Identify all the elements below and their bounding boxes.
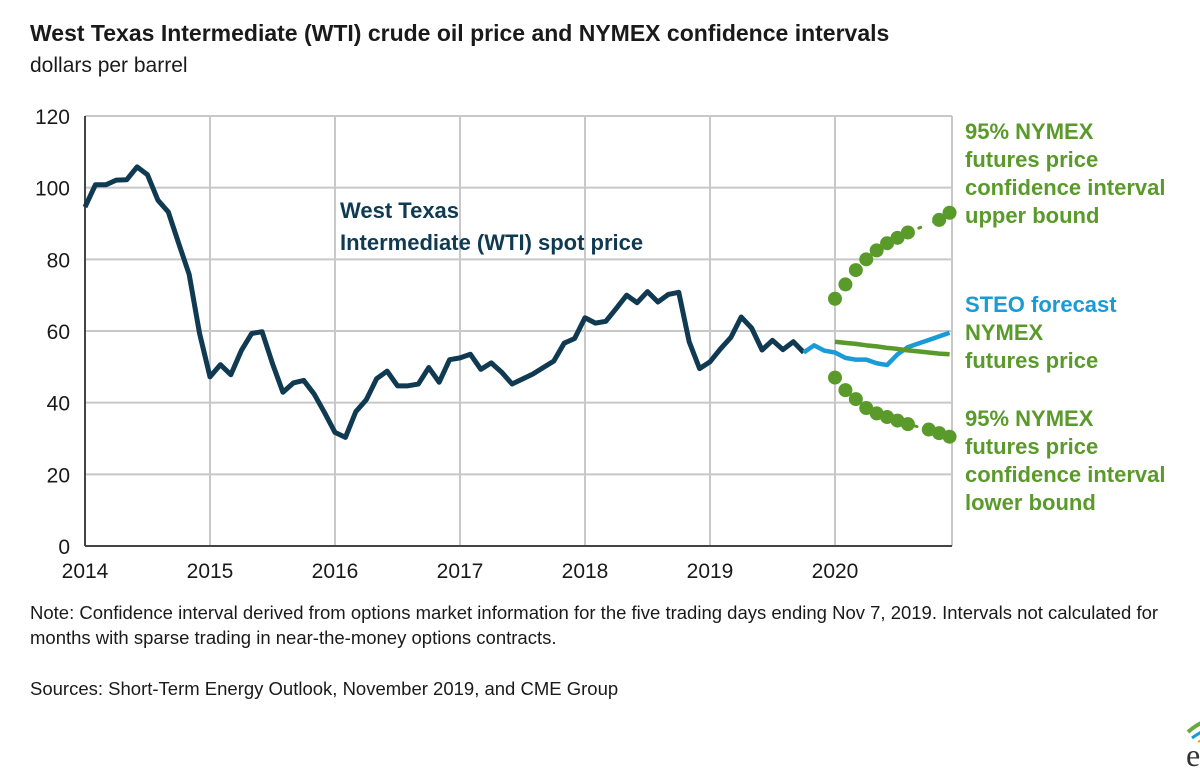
annotation-nymex-futures-line: futures price (965, 348, 1098, 373)
series-3-point (900, 225, 915, 240)
x-tick-label: 2020 (812, 560, 859, 583)
y-tick-label: 100 (35, 178, 70, 201)
annotation-nymex-futures: NYMEX futures price (965, 320, 1098, 373)
series-4-point (859, 401, 874, 416)
annotation-nymex-futures-line: NYMEX (965, 320, 1044, 345)
series-3-point (859, 252, 874, 267)
series-0-line (82, 164, 806, 440)
chart-source: Sources: Short-Term Energy Outlook, Nove… (30, 678, 619, 699)
chart-title: West Texas Intermediate (WTI) crude oil … (30, 20, 890, 46)
y-tick-label: 60 (47, 321, 70, 344)
series-3-point (880, 236, 895, 251)
eia-logo-graphic: eia (1186, 721, 1200, 770)
chart-note: Note: Confidence interval derived from o… (30, 602, 1159, 648)
annotation-upper-bound-line: futures price (965, 147, 1098, 172)
chart-subtitle: dollars per barrel (30, 54, 188, 77)
annotation-lower-bound-line: lower bound (965, 490, 1096, 515)
annotation-upper-bound-line: 95% NYMEX (965, 119, 1094, 144)
series-3-point (942, 205, 957, 220)
y-tick-label: 80 (47, 249, 70, 272)
series-3-point (838, 277, 853, 292)
x-tick-label: 2015 (187, 560, 234, 583)
series-4-point (900, 417, 915, 432)
series-4-point (848, 392, 863, 407)
x-tick-label: 2018 (562, 560, 609, 583)
annotation-wti-spot: West Texas Intermediate (WTI) spot price (340, 198, 643, 255)
svg-text:eia: eia (1186, 737, 1200, 770)
series-4-point (838, 383, 853, 398)
x-tick-label: 2017 (437, 560, 484, 583)
annotation-steo-forecast: STEO forecast (965, 292, 1117, 317)
series-4-point (828, 370, 842, 385)
series-4-point (942, 429, 957, 444)
series-3-point (890, 230, 905, 245)
annotation-wti-spot-line: West Texas (340, 198, 459, 223)
x-tick-label: 2019 (687, 560, 734, 583)
series-3-point (828, 291, 842, 306)
annotation-wti-spot-line: Intermediate (WTI) spot price (340, 230, 643, 255)
x-tick-label: 2014 (62, 560, 109, 583)
annotation-lower-bound-line: 95% NYMEX (965, 406, 1094, 431)
y-tick-label: 0 (58, 536, 70, 559)
annotation-upper-bound-line: confidence interval (965, 175, 1166, 200)
series-2-line (834, 339, 950, 357)
annotation-lower-bound-line: futures price (965, 434, 1098, 459)
series-3-point (869, 243, 884, 258)
y-tick-label: 120 (35, 106, 70, 129)
annotation-upper-bound: 95% NYMEX futures price confidence interva… (965, 119, 1166, 228)
annotation-upper-bound-line: upper bound (965, 203, 1099, 228)
series-3-point (932, 212, 947, 227)
y-tick-label: 40 (47, 393, 70, 416)
series-1-line (802, 330, 951, 368)
annotation-steo-forecast-line: STEO forecast (965, 292, 1117, 317)
series-3-point (848, 263, 863, 278)
y-tick-label: 20 (47, 464, 70, 487)
x-tick-label: 2016 (312, 560, 359, 583)
annotation-lower-bound: 95% NYMEX futures price confidence interva… (965, 406, 1166, 515)
annotation-lower-bound-line: confidence interval (965, 462, 1166, 487)
chart: 0 20 40 60 80 100 120 2014 2015 2016 2017 2018 2019 2… (35, 106, 1166, 583)
